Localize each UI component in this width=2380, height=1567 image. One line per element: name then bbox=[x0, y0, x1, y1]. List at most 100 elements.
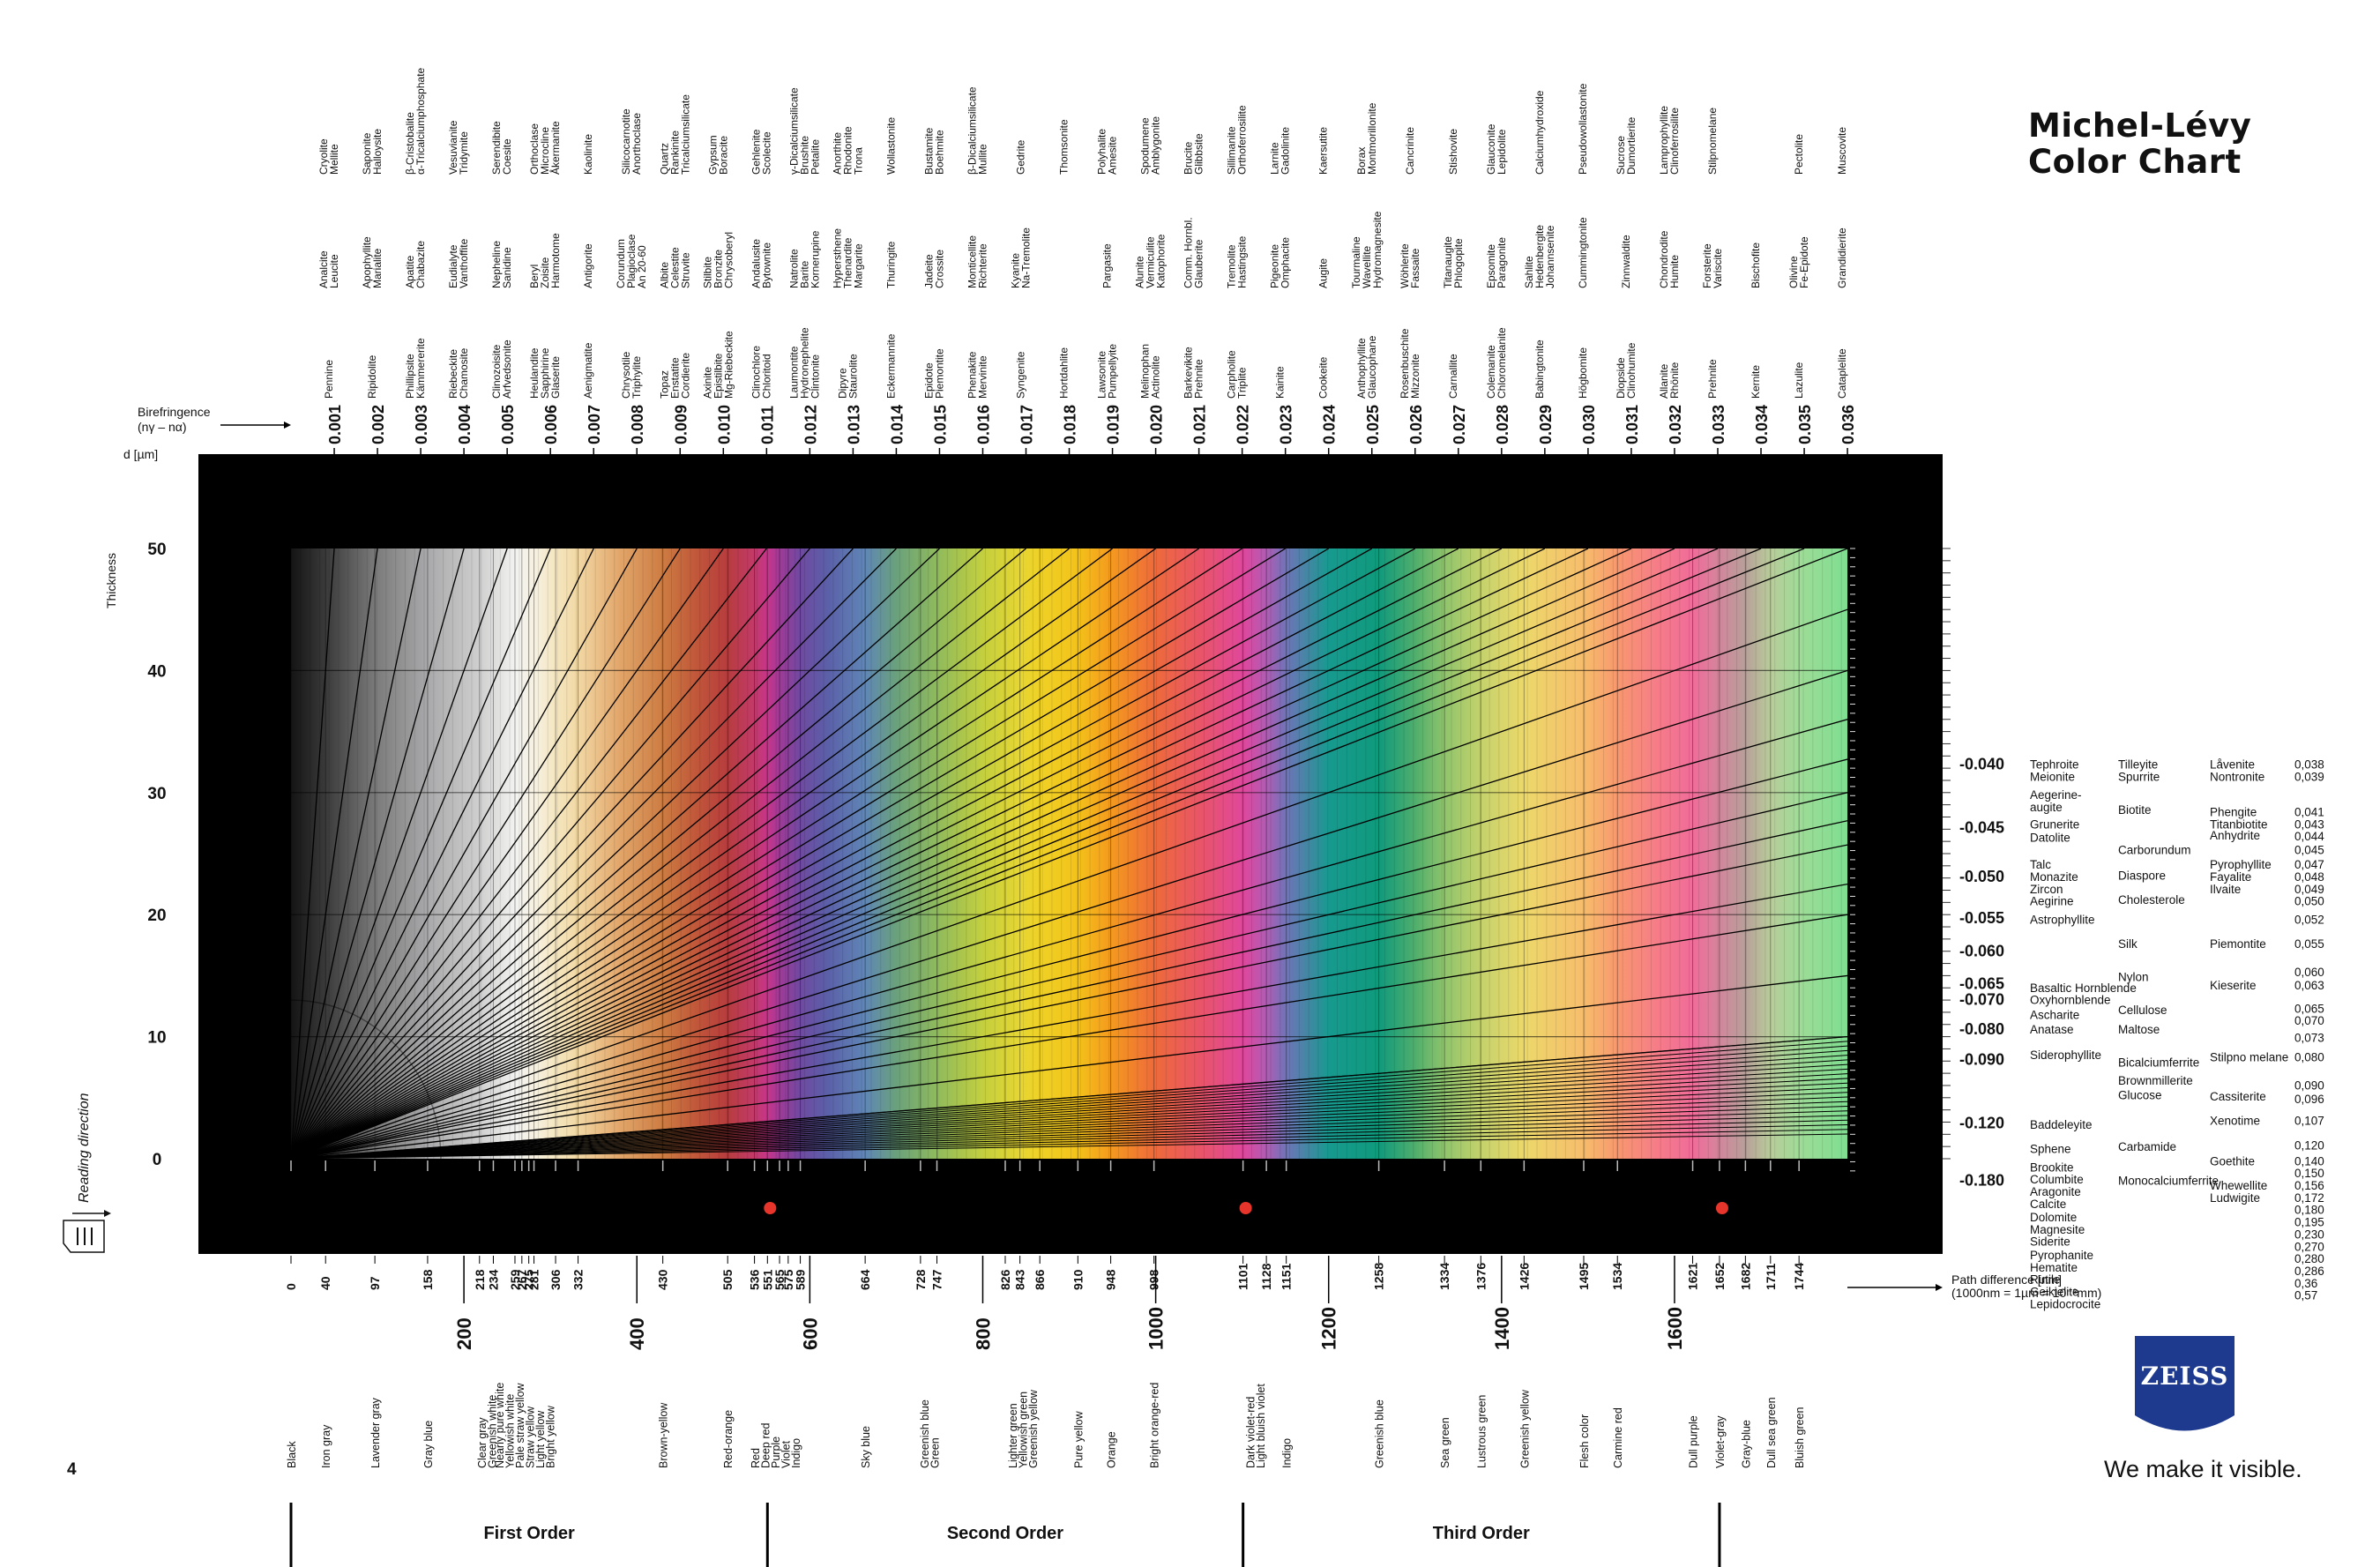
path-value: 910 bbox=[1071, 1269, 1085, 1290]
mineral-name: Alunite bbox=[1134, 256, 1146, 288]
mineral-name: Astrophyllite bbox=[2030, 913, 2095, 926]
path-major-value: 1000 bbox=[1145, 1307, 1168, 1350]
path-value: 1334 bbox=[1437, 1263, 1451, 1290]
mineral-name: Monocalciumferrite bbox=[2118, 1175, 2219, 1188]
mineral-name: Katophorite bbox=[1155, 234, 1168, 288]
mineral-name: Struvite bbox=[679, 252, 691, 288]
mineral-name: Titanbiotite bbox=[2210, 817, 2268, 831]
path-value: 158 bbox=[421, 1269, 435, 1290]
mineral-name: Muscovite bbox=[1836, 127, 1848, 175]
birefringence-line bbox=[291, 1105, 1847, 1159]
mineral-name: Bronzite bbox=[712, 250, 724, 288]
birefringence-value: 0,060 bbox=[2294, 966, 2324, 979]
path-value: 747 bbox=[930, 1269, 944, 1290]
mineral-name: Phengite bbox=[2210, 806, 2257, 819]
birefringence-value: 0.010 bbox=[715, 405, 733, 444]
birefringence-value: -0.090 bbox=[1959, 1051, 2004, 1069]
mineral-name: Tremolite bbox=[1226, 244, 1238, 288]
interference-color-name: Sky blue bbox=[860, 1426, 872, 1468]
birefringence-line bbox=[291, 548, 1156, 1159]
mineral-name: Wollastonite bbox=[884, 117, 897, 175]
path-major-value: 1600 bbox=[1664, 1307, 1686, 1350]
mineral-name: Anorthoclase bbox=[630, 113, 643, 175]
birefringence-value: 0.005 bbox=[499, 405, 517, 444]
mineral-name: Chrysotile bbox=[620, 351, 632, 399]
birefringence-line bbox=[291, 914, 1847, 1159]
path-major-value: 600 bbox=[799, 1317, 821, 1350]
mineral-name: Allanite bbox=[1658, 363, 1670, 399]
birefringence-label: Birefringence bbox=[138, 405, 211, 419]
path-value: 97 bbox=[368, 1276, 382, 1290]
mineral-name: Hastingsite bbox=[1236, 235, 1249, 288]
mineral-name: Monticellite bbox=[966, 235, 978, 288]
mineral-name: Bischofite bbox=[1750, 243, 1762, 288]
birefringence-value: 0.021 bbox=[1191, 405, 1209, 444]
mineral-name: Kaersutite bbox=[1317, 127, 1330, 175]
mineral-name: Anatase bbox=[2030, 1023, 2074, 1036]
path-value: 826 bbox=[998, 1269, 1012, 1290]
mineral-name: Serendibite bbox=[490, 121, 503, 175]
mineral-name: Zoisite bbox=[539, 257, 551, 288]
interference-color-name: Bluish green bbox=[1794, 1407, 1806, 1468]
mineral-name: Andalusite bbox=[750, 239, 762, 288]
mineral-name: Eckermannite bbox=[884, 333, 897, 399]
birefringence-line bbox=[291, 1110, 1847, 1159]
birefringence-value: 0.032 bbox=[1667, 405, 1684, 444]
birefringence-line bbox=[291, 548, 335, 1159]
mineral-name: Lazulite bbox=[1793, 362, 1805, 399]
mineral-name: Cummingtonite bbox=[1577, 217, 1589, 288]
mineral-name: Fe-Epidote bbox=[1798, 236, 1810, 288]
birefringence-line bbox=[291, 548, 1070, 1159]
mineral-name: Marialite bbox=[371, 248, 384, 288]
mineral-name: Kernite bbox=[1750, 365, 1762, 399]
birefringence-line bbox=[291, 548, 854, 1159]
mineral-name: Carborundum bbox=[2118, 843, 2191, 856]
birefringence-line bbox=[291, 548, 1805, 1159]
birefringence-value: 0,096 bbox=[2294, 1093, 2324, 1106]
mineral-name: Glibbsite bbox=[1193, 133, 1205, 175]
birefringence-value: -0.070 bbox=[1959, 991, 2004, 1009]
path-value: 866 bbox=[1033, 1269, 1047, 1290]
mineral-name: Brownmillerite bbox=[2118, 1074, 2193, 1087]
y-tick-label: 30 bbox=[147, 785, 166, 803]
birefringence-value: 0.030 bbox=[1580, 405, 1598, 444]
mineral-name: Staurolite bbox=[847, 354, 859, 399]
mineral-name: Margarite bbox=[852, 243, 864, 288]
y-tick-label: 0 bbox=[153, 1151, 162, 1169]
path-value: 1128 bbox=[1259, 1263, 1273, 1290]
mineral-name: Thomsonite bbox=[1058, 119, 1071, 175]
mineral-name: Spodumene bbox=[1139, 117, 1152, 175]
interference-color-name: Dull purple bbox=[1688, 1415, 1700, 1468]
interference-color-name: Light bluish violet bbox=[1255, 1384, 1267, 1468]
birefringence-line bbox=[291, 548, 1459, 1159]
mineral-name: Dumortierite bbox=[1625, 116, 1638, 175]
mineral-name: Mizzonite bbox=[1409, 354, 1421, 399]
mineral-name: Kaolinite bbox=[582, 134, 594, 175]
mineral-name: Humite bbox=[1668, 255, 1681, 288]
interference-color-name: Lighter green bbox=[1007, 1403, 1019, 1468]
path-value: 843 bbox=[1013, 1269, 1027, 1290]
birefringence-value: 0,048 bbox=[2294, 870, 2324, 884]
birefringence-line bbox=[291, 1133, 1847, 1159]
mineral-name: Sillimanite bbox=[1226, 126, 1238, 175]
mineral-name: Fassaite bbox=[1409, 248, 1421, 288]
mineral-name: Comm. Hornbl. bbox=[1183, 217, 1195, 288]
birefringence-value: -0.180 bbox=[1959, 1172, 2004, 1190]
mineral-name: Aenigmatite bbox=[582, 342, 594, 399]
color-stripes bbox=[291, 548, 1842, 1159]
mineral-name: Clinoferrosilite bbox=[1668, 108, 1681, 175]
mineral-name: Vanthoffite bbox=[458, 238, 470, 288]
interference-color-name: Red-orange bbox=[722, 1410, 735, 1468]
birefringence-value: 0.027 bbox=[1451, 405, 1468, 444]
birefringence-value: 0.018 bbox=[1062, 405, 1079, 444]
mineral-name: Cellulose bbox=[2118, 1004, 2167, 1017]
birefringence-value: 0,047 bbox=[2294, 858, 2324, 871]
mineral-name: Amesite bbox=[1107, 136, 1119, 175]
interference-color-name: Yellowish white bbox=[504, 1394, 517, 1468]
mineral-name: Montmorillonite bbox=[1366, 102, 1378, 175]
mineral-name: Boehmite bbox=[933, 130, 945, 175]
path-value: 728 bbox=[914, 1269, 928, 1290]
mineral-name: Piemontite bbox=[2210, 937, 2266, 951]
right-mineral-labels: -0.040-0.045-0.050-0.055-0.060-0.065-0.0… bbox=[1959, 756, 2324, 1311]
